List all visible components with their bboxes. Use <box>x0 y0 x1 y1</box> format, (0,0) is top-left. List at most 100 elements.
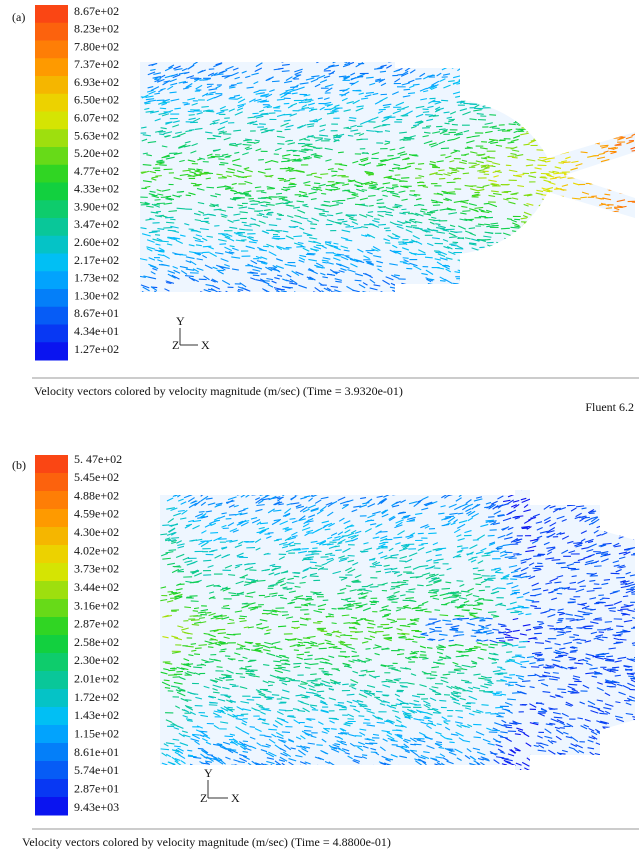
velocity-vector <box>328 293 335 296</box>
velocity-vector <box>367 768 373 773</box>
velocity-vector <box>505 262 511 266</box>
velocity-vector <box>313 623 321 624</box>
velocity-vector <box>425 115 433 116</box>
velocity-vector <box>579 246 585 247</box>
velocity-vector <box>381 768 386 769</box>
velocity-vector <box>529 95 537 98</box>
velocity-vector <box>271 764 277 769</box>
velocity-vector <box>394 490 402 493</box>
velocity-vector <box>226 680 234 681</box>
velocity-vector <box>339 76 346 77</box>
velocity-vector <box>630 159 635 160</box>
velocity-vector <box>184 607 191 608</box>
velocity-vector <box>555 130 562 133</box>
velocity-vector <box>383 695 388 696</box>
velocity-vector <box>549 140 555 142</box>
velocity-vector <box>566 763 572 765</box>
velocity-vector <box>381 486 386 490</box>
velocity-vector <box>567 505 575 506</box>
velocity-vector <box>568 285 576 286</box>
velocity-vector <box>507 219 512 220</box>
velocity-vector <box>368 195 376 196</box>
velocity-vector <box>159 165 166 166</box>
velocity-vector <box>550 254 555 257</box>
velocity-vector <box>591 765 597 767</box>
velocity-vector <box>632 202 639 203</box>
velocity-vector <box>550 149 555 150</box>
software-label: Fluent 6.2 <box>585 400 634 414</box>
velocity-vector <box>290 183 295 184</box>
velocity-vector <box>392 572 400 573</box>
velocity-vector <box>470 765 479 766</box>
velocity-vector <box>628 279 634 281</box>
velocity-vector <box>296 695 303 696</box>
velocity-vector <box>540 225 549 226</box>
velocity-vector <box>605 740 611 743</box>
velocity-vector <box>600 744 606 746</box>
velocity-vector <box>432 289 438 292</box>
velocity-vector <box>239 293 245 296</box>
velocity-vector <box>537 660 545 661</box>
velocity-vector <box>141 204 149 205</box>
velocity-vector <box>570 652 577 653</box>
velocity-vector <box>521 65 526 68</box>
velocity-vector <box>525 62 531 66</box>
velocity-vector <box>484 203 489 204</box>
velocity-vector <box>474 94 480 96</box>
velocity-vector <box>626 258 635 259</box>
velocity-vector <box>534 102 542 106</box>
velocity-vector <box>594 232 602 234</box>
velocity-vector <box>348 135 353 136</box>
velocity-vector <box>541 226 549 227</box>
velocity-vector <box>567 102 575 103</box>
velocity-vector <box>627 86 634 90</box>
velocity-vector <box>607 498 611 501</box>
velocity-vector <box>520 108 527 109</box>
velocity-vector <box>569 253 576 256</box>
velocity-vector <box>324 490 330 494</box>
velocity-vector <box>199 618 205 619</box>
velocity-vector <box>355 280 362 281</box>
velocity-vector <box>634 243 639 244</box>
velocity-vector <box>554 61 560 64</box>
velocity-vector <box>589 208 596 210</box>
velocity-vector <box>366 766 374 769</box>
velocity-vector <box>306 175 312 176</box>
velocity-vector <box>365 172 370 173</box>
velocity-vector <box>550 94 557 96</box>
velocity-vector <box>281 492 286 494</box>
velocity-vector <box>463 277 469 280</box>
velocity-vector <box>525 223 534 224</box>
velocity-vector <box>219 156 224 157</box>
velocity-vector <box>618 255 626 256</box>
velocity-vector <box>543 496 547 499</box>
velocity-vector <box>460 262 468 264</box>
velocity-vector <box>558 753 565 754</box>
velocity-vector <box>594 566 601 567</box>
velocity-vector <box>551 82 559 86</box>
velocity-vector <box>168 230 176 231</box>
velocity-vector <box>539 117 546 119</box>
velocity-vector <box>540 292 547 295</box>
velocity-vector <box>187 293 193 297</box>
velocity-vector <box>583 118 588 119</box>
velocity-vector <box>576 257 582 258</box>
velocity-vector <box>484 58 492 60</box>
velocity-vector <box>621 170 629 172</box>
velocity-vector <box>512 266 518 267</box>
velocity-vector <box>510 579 517 580</box>
velocity-vector <box>483 101 491 103</box>
velocity-vector <box>177 208 186 209</box>
velocity-vector <box>512 693 521 694</box>
velocity-vector <box>576 72 585 74</box>
velocity-vector <box>611 121 618 124</box>
velocity-vector <box>276 193 282 194</box>
velocity-vector <box>452 66 457 68</box>
velocity-vector <box>142 59 147 61</box>
velocity-vector <box>498 276 503 278</box>
velocity-vector <box>631 628 639 629</box>
velocity-vector <box>547 275 554 279</box>
velocity-vector <box>481 77 486 78</box>
velocity-vector <box>308 279 313 280</box>
velocity-vector <box>571 93 576 94</box>
